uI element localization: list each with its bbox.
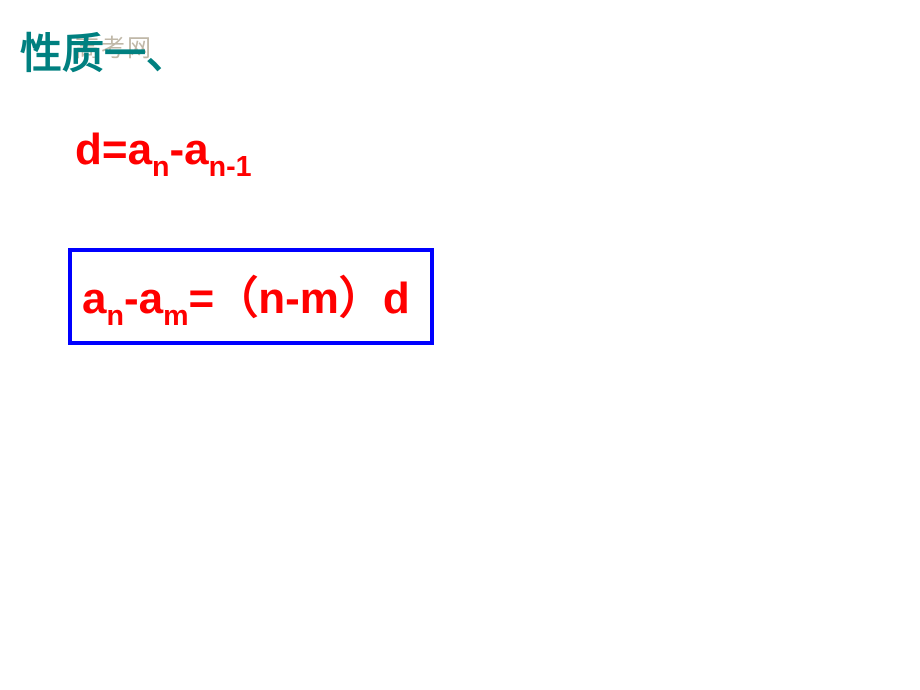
formula-box: an-am=（n-m）d bbox=[68, 248, 434, 345]
formula-two: an-am=（n-m）d bbox=[82, 262, 410, 331]
formula-two-part3: =（n-m）d bbox=[189, 274, 410, 323]
formula-one-prefix: d=a bbox=[75, 125, 152, 174]
formula-two-part1: a bbox=[82, 274, 106, 323]
formula-one-sub1: n bbox=[152, 151, 169, 183]
formula-two-part2: -a bbox=[124, 274, 163, 323]
formula-one-sub2: n-1 bbox=[209, 151, 252, 183]
formula-two-sub2: m bbox=[163, 300, 188, 332]
slide-title: 性质一、 bbox=[20, 20, 188, 81]
formula-one: d=an-an-1 bbox=[75, 125, 252, 182]
formula-one-mid: -a bbox=[170, 125, 209, 174]
formula-two-sub1: n bbox=[106, 300, 123, 332]
